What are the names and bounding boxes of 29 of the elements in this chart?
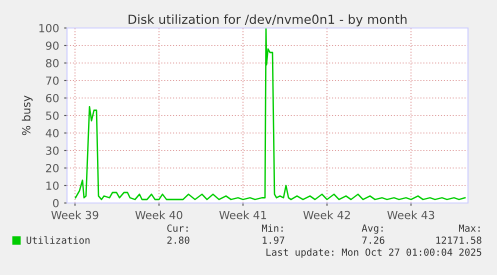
line-series (74, 28, 466, 200)
y-tick-label: 40 (46, 128, 59, 138)
legend-label: Utilization (26, 236, 90, 244)
y-tick-label: 20 (46, 164, 59, 172)
y-tick-label: 80 (46, 58, 59, 68)
y-tick-label: 30 (46, 146, 59, 155)
text: Cur: (167, 224, 188, 232)
text: Avg: (362, 224, 383, 234)
text: 2.80 (167, 236, 190, 244)
text: Last update: Mon Oct 27 01:00:04 2025 (266, 248, 482, 258)
y-tick-label: 60 (46, 94, 59, 102)
x-tick-label: Week 42 (303, 210, 350, 220)
y-tick-label: 70 (46, 76, 59, 85)
text: 7.26 (362, 236, 384, 244)
x-tick-label: Week 40 (135, 210, 182, 220)
y-tick-label: 10 (46, 181, 59, 190)
text: 12171.58 (436, 236, 482, 244)
x-tick-label: Week 39 (51, 210, 98, 220)
text: Min: (262, 224, 283, 232)
y-tick-label: 50 (46, 111, 59, 120)
text: 1.97 (262, 236, 284, 244)
y-tick-label: 90 (46, 41, 59, 50)
y-tick-label: 100 (39, 24, 59, 32)
y-axis-title: % busy (22, 96, 33, 136)
text: Max: (458, 224, 480, 232)
x-tick-label: Week 41 (219, 210, 266, 220)
x-tick-label: Week 43 (387, 210, 434, 220)
y-tick-label: 0 (53, 198, 59, 208)
chart-title: Disk utilization for /dev/nvme0n1 - by month (128, 14, 407, 26)
